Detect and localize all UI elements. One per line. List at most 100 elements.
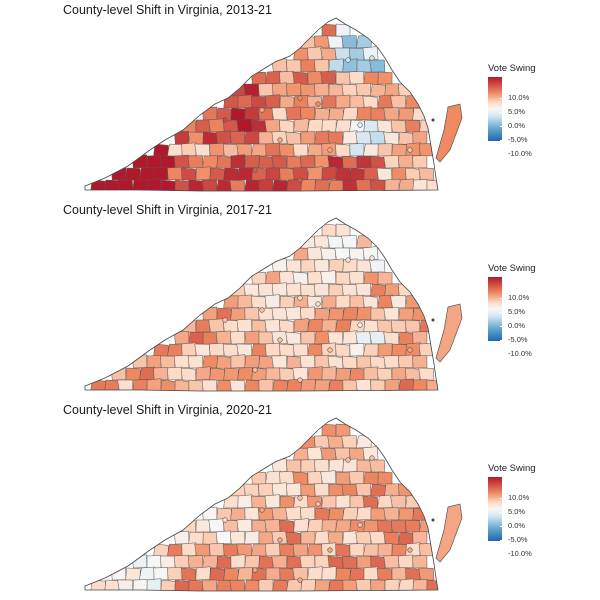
- county: [314, 179, 330, 191]
- legend-tick: -10.0%: [500, 349, 532, 358]
- county: [335, 567, 351, 581]
- county: [363, 543, 379, 557]
- county: [90, 179, 106, 191]
- county: [320, 447, 337, 461]
- county: [342, 306, 358, 321]
- independent-city: [297, 177, 303, 183]
- county: [349, 167, 365, 181]
- state-outline: [84, 217, 439, 392]
- county: [265, 142, 281, 157]
- county: [286, 555, 302, 569]
- county: [251, 519, 267, 533]
- county: [187, 555, 204, 569]
- county: [236, 518, 253, 533]
- county: [202, 506, 218, 521]
- panel-title: County-level Shift in Virginia, 2013-21: [63, 3, 272, 17]
- county: [377, 543, 393, 557]
- county: [264, 519, 281, 533]
- county: [237, 367, 253, 381]
- county: [342, 130, 358, 145]
- county: [293, 447, 309, 461]
- county: [307, 366, 323, 381]
- county: [209, 367, 225, 381]
- county: [194, 343, 211, 357]
- county: [335, 519, 351, 533]
- county: [369, 59, 386, 73]
- county: [363, 471, 379, 485]
- county: [251, 343, 267, 357]
- county: [160, 155, 176, 169]
- county: [328, 283, 344, 297]
- county: [391, 543, 407, 557]
- county: [398, 578, 414, 591]
- county: [153, 167, 169, 181]
- county: [384, 83, 400, 97]
- county: [307, 318, 323, 333]
- county: [216, 379, 232, 391]
- county: [383, 107, 400, 121]
- island-marker: [431, 518, 435, 522]
- legend: Vote Swing 10.0% 5.0% 0.0% -5.0% -10.0%: [488, 263, 568, 358]
- county: [362, 246, 379, 261]
- county: [160, 579, 176, 591]
- county: [412, 355, 428, 369]
- county: [299, 35, 316, 49]
- county: [299, 435, 316, 449]
- county: [181, 367, 197, 381]
- county: [292, 143, 309, 157]
- county: [356, 355, 372, 369]
- county: [236, 543, 253, 557]
- independent-city: [369, 55, 375, 61]
- county: [307, 143, 323, 157]
- county: [377, 271, 393, 285]
- county: [230, 507, 246, 521]
- county: [146, 155, 162, 169]
- county: [384, 178, 400, 191]
- county: [355, 283, 372, 297]
- county: [321, 166, 337, 181]
- county: [279, 70, 295, 85]
- county: [285, 506, 302, 521]
- county: [335, 271, 351, 285]
- county: [412, 579, 428, 591]
- county: [279, 295, 295, 309]
- county: [264, 119, 281, 133]
- county: [300, 283, 316, 297]
- county: [397, 554, 414, 569]
- county: [300, 131, 316, 145]
- independent-city: [277, 137, 283, 143]
- county: [285, 131, 302, 145]
- county: [264, 494, 281, 509]
- independent-city: [297, 577, 303, 583]
- county: [286, 378, 302, 391]
- county: [390, 95, 407, 109]
- county: [223, 95, 239, 109]
- county: [286, 482, 302, 497]
- county: [384, 378, 400, 391]
- county: [258, 355, 274, 369]
- county: [237, 167, 253, 181]
- county: [195, 319, 211, 333]
- county: [104, 379, 120, 391]
- county: [292, 343, 309, 357]
- county: [370, 379, 386, 391]
- county: [412, 555, 428, 569]
- county: [300, 331, 316, 345]
- independent-city: [297, 95, 303, 101]
- county: [320, 470, 337, 485]
- legend-tick: -5.0%: [500, 135, 528, 144]
- legend: Vote Swing 10.0% 5.0% 0.0% -5.0% -10.0%: [488, 463, 568, 558]
- legend-tick: -5.0%: [500, 535, 528, 544]
- county: [328, 379, 344, 391]
- county: [356, 555, 372, 569]
- county: [370, 507, 386, 521]
- independent-city: [357, 122, 363, 128]
- county: [369, 259, 386, 273]
- county: [194, 143, 211, 157]
- county: [384, 578, 400, 591]
- county: [139, 566, 155, 581]
- independent-city: [252, 367, 258, 373]
- county: [369, 331, 386, 345]
- county: [285, 531, 302, 545]
- county: [180, 119, 197, 133]
